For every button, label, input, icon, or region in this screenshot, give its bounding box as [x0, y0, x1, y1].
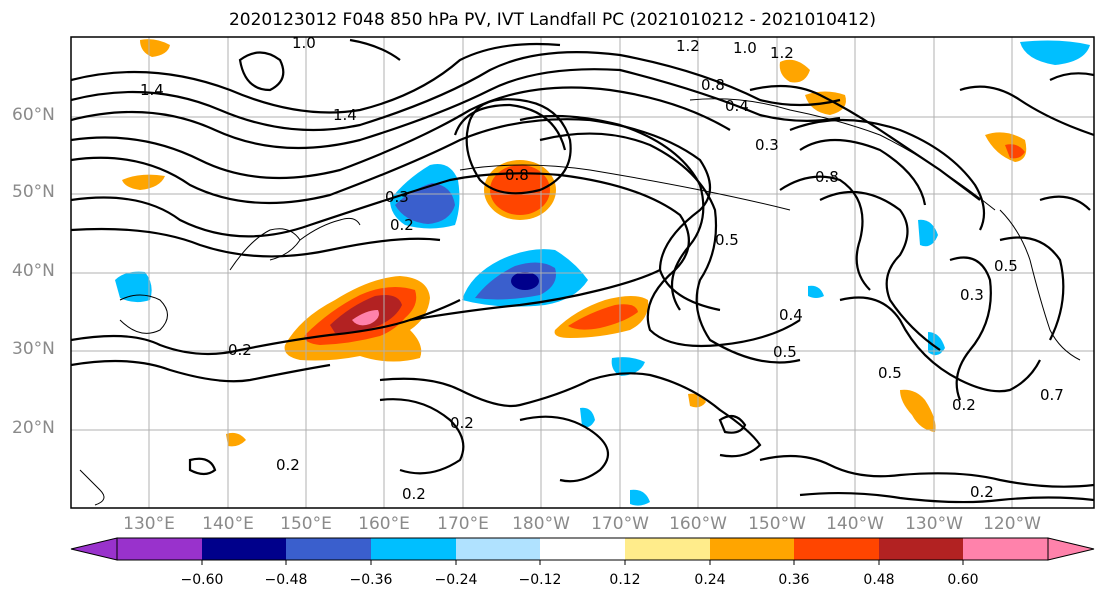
colorbar-segment	[540, 538, 625, 560]
positive-anomaly-peak	[352, 310, 379, 326]
map-frame	[70, 36, 1095, 509]
longitude-label: 180°W	[512, 514, 570, 534]
longitude-label: 160°E	[358, 514, 410, 534]
longitude-label: 120°W	[983, 514, 1041, 534]
colorbar-tick-label: 0.24	[694, 572, 726, 588]
contour-label: 0.5	[878, 364, 902, 382]
latitude-label: 50°N	[12, 182, 55, 202]
contour-label: 1.0	[292, 34, 316, 52]
longitude-label: 140°E	[202, 514, 254, 534]
latitude-label: 20°N	[12, 418, 55, 438]
negative-anomaly-blob	[918, 219, 938, 247]
contour-label: 0.8	[815, 168, 839, 186]
colorbar-max-arrow	[1047, 537, 1095, 561]
positive-anomaly-blob	[779, 59, 810, 83]
colorbar-tick-label: −0.36	[349, 572, 393, 588]
contour-label: 0.8	[701, 76, 725, 94]
negative-anomaly-blob	[580, 407, 595, 428]
longitude-label: 130°W	[905, 514, 963, 534]
contour-label-group: 1.0 1.2 1.0 1.2 1.4 0.8 1.4 0.8 0.4 0.3 …	[140, 34, 1064, 503]
longitude-label: 170°W	[591, 514, 649, 534]
contour-label: 1.4	[333, 106, 357, 124]
contour-label: 0.2	[228, 341, 252, 359]
longitude-label: 130°E	[123, 514, 175, 534]
colorbar-tick-label: −0.24	[434, 572, 478, 588]
colorbar-segment	[879, 538, 963, 560]
contour-label: 0.2	[390, 216, 414, 234]
colorbar-segment	[456, 538, 540, 560]
positive-anomaly-blob	[900, 389, 936, 432]
longitude-label: 140°W	[826, 514, 884, 534]
negative-anomaly-blob	[115, 271, 152, 303]
colorbar	[70, 537, 1095, 565]
latitude-label: 60°N	[12, 105, 55, 125]
colorbar-tick-label: 0.48	[863, 572, 895, 588]
longitude-label: 170°E	[437, 514, 489, 534]
contour-label: 0.4	[725, 97, 749, 115]
contour-label: 0.2	[970, 483, 994, 501]
colorbar-segment	[286, 538, 371, 560]
contour-label: 0.3	[960, 286, 984, 304]
colorbar-segment	[117, 538, 202, 560]
colorbar-segment	[625, 538, 710, 560]
contour-label: 0.5	[773, 343, 797, 361]
map-title: 2020123012 F048 850 hPa PV, IVT Landfall…	[228, 10, 876, 30]
contour-label: 1.2	[676, 37, 700, 55]
negative-anomaly-blob	[630, 489, 650, 506]
coastlines	[79, 98, 1081, 506]
colorbar-frame	[116, 537, 1049, 561]
latitude-label: 40°N	[12, 261, 55, 281]
colorbar-min-arrow	[70, 537, 118, 561]
negative-anomaly-blob	[808, 285, 824, 298]
longitude-label: 160°W	[669, 514, 727, 534]
contour-label: 0.2	[402, 485, 426, 503]
colorbar-tick-label: −0.60	[180, 572, 224, 588]
colorbar-tick-label: 0.12	[609, 572, 641, 588]
positive-anomaly-core	[490, 165, 550, 215]
contour-label: 0.2	[952, 396, 976, 414]
colorbar-tick-label: 0.36	[778, 572, 810, 588]
latitude-label: 30°N	[12, 339, 55, 359]
contour-label: 0.4	[779, 306, 803, 324]
negative-anomaly-max	[511, 272, 539, 290]
colorbar-segment	[710, 538, 794, 560]
contour-label: 0.2	[450, 414, 474, 432]
contour-label: 0.3	[385, 188, 409, 206]
colorbar-tick-label: −0.12	[518, 572, 562, 588]
contour-label: 0.2	[276, 456, 300, 474]
shading-layer	[115, 39, 1090, 506]
positive-anomaly-blob	[226, 432, 246, 447]
colorbar-segment	[963, 538, 1048, 560]
colorbar-tick-label: 0.60	[947, 572, 979, 588]
positive-anomaly-blob	[122, 174, 165, 190]
pv-contours	[71, 38, 1094, 504]
longitude-label: 150°W	[748, 514, 806, 534]
contour-label: 0.7	[1040, 386, 1064, 404]
colorbar-tick-label: −0.48	[264, 572, 308, 588]
colorbar-tick-marks	[201, 560, 964, 565]
colorbar-segment	[794, 538, 879, 560]
contour-label: 0.8	[505, 166, 529, 184]
negative-anomaly-blob	[1020, 40, 1090, 65]
positive-anomaly-blob	[140, 39, 170, 57]
contour-label: 0.5	[994, 257, 1018, 275]
contour-label: 1.2	[770, 44, 794, 62]
longitude-label: 150°E	[280, 514, 332, 534]
contour-label: 1.4	[140, 81, 164, 99]
contour-label: 0.3	[755, 136, 779, 154]
colorbar-segment	[371, 538, 456, 560]
map-plot-area: 1.0 1.2 1.0 1.2 1.4 0.8 1.4 0.8 0.4 0.3 …	[71, 34, 1094, 508]
contour-label: 0.5	[715, 231, 739, 249]
positive-anomaly-core	[1005, 144, 1025, 159]
negative-anomaly-blob	[928, 332, 945, 356]
contour-label: 1.0	[733, 39, 757, 57]
colorbar-segment	[202, 538, 286, 560]
